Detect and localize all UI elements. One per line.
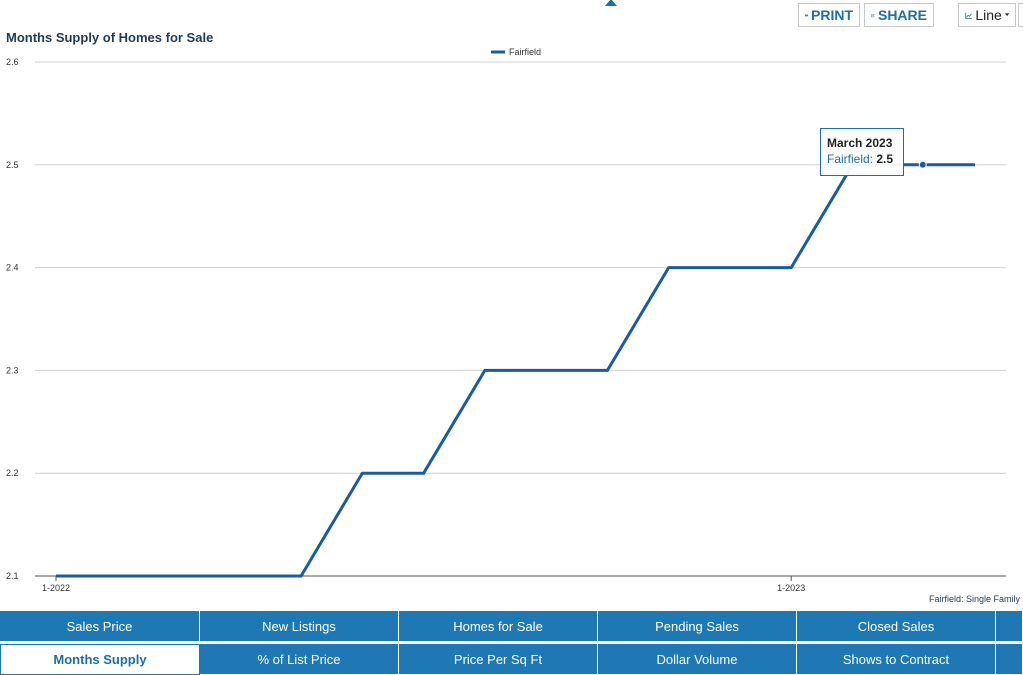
y-tick-label: 2.2 — [6, 468, 19, 478]
tab-of-list-price[interactable]: % of List Price — [200, 644, 399, 675]
tab-pending-sales[interactable]: Pending Sales — [598, 611, 797, 642]
caret-down-icon — [1004, 13, 1009, 17]
tab-shows-to-contract[interactable]: Shows to Contract — [797, 644, 996, 675]
x-tick-label: 1-2023 — [777, 583, 805, 593]
tab-price-per-sq-ft[interactable]: Price Per Sq Ft — [399, 644, 598, 675]
metric-tabs: Sales Price New Listings Homes for Sale Pen… — [0, 611, 1023, 675]
tooltip-value: 2.5 — [876, 152, 894, 166]
tab-overflow[interactable] — [996, 611, 1023, 642]
more-options-button[interactable] — [1018, 3, 1023, 27]
y-tick-label: 2.3 — [6, 365, 19, 375]
tab-overflow[interactable] — [996, 644, 1023, 675]
print-button[interactable]: PRINT — [798, 3, 860, 27]
y-tick-label: 2.4 — [6, 263, 19, 273]
scroll-up-caret-icon[interactable] — [605, 0, 617, 6]
x-tick-label: 1-2022 — [42, 583, 70, 593]
toolbar: PRINT SHARE Line — [0, 0, 1023, 29]
tab-homes-for-sale[interactable]: Homes for Sale — [399, 611, 598, 642]
share-button[interactable]: SHARE — [864, 3, 934, 27]
legend-label: Fairfield — [509, 47, 541, 57]
chart-footnote: Fairfield: Single Family — [928, 594, 1020, 604]
chart-type-label: Line — [975, 7, 1002, 23]
tab-closed-sales[interactable]: Closed Sales — [797, 611, 996, 642]
tab-dollar-volume[interactable]: Dollar Volume — [598, 644, 797, 675]
tab-sales-price[interactable]: Sales Price — [0, 611, 200, 642]
hover-point — [918, 160, 927, 169]
chart-title: Months Supply of Homes for Sale — [6, 30, 214, 45]
tab-new-listings[interactable]: New Listings — [200, 611, 399, 642]
tab-months-supply[interactable]: Months Supply — [0, 644, 200, 675]
printer-icon — [805, 13, 808, 17]
share-icon — [871, 13, 875, 17]
line-chart-icon — [965, 12, 972, 19]
series-line-fairfield — [56, 163, 975, 578]
share-label: SHARE — [877, 7, 927, 23]
chart-tooltip: March 2023 Fairfield: 2.5 — [820, 128, 904, 176]
y-tick-label: 2.5 — [6, 160, 19, 170]
chart-type-dropdown[interactable]: Line — [958, 3, 1016, 27]
y-tick-label: 2.1 — [6, 571, 19, 581]
tooltip-series: Fairfield — [827, 152, 870, 166]
tooltip-title: March 2023 — [827, 136, 893, 150]
y-tick-label: 2.6 — [6, 57, 19, 67]
line-chart: 2.1 2.2 2.3 2.4 2.5 2.6 1-2022 1-2023 Fairfield — [6, 47, 1006, 593]
print-label: PRINT — [811, 7, 853, 23]
